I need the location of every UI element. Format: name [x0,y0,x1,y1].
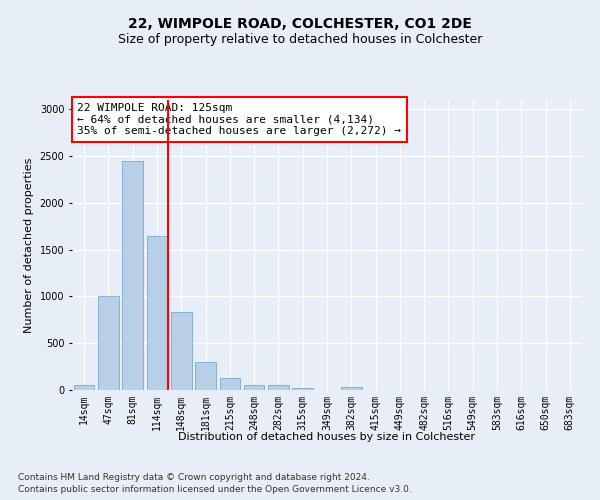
Bar [220,378,240,390]
Bar [341,387,362,390]
Bar [268,386,289,390]
Bar [146,236,167,390]
Text: Distribution of detached houses by size in Colchester: Distribution of detached houses by size … [179,432,476,442]
Bar [171,312,191,390]
Bar [292,388,313,390]
Bar [98,296,119,390]
Text: Contains public sector information licensed under the Open Government Licence v3: Contains public sector information licen… [18,485,412,494]
Y-axis label: Number of detached properties: Number of detached properties [24,158,34,332]
Text: 22, WIMPOLE ROAD, COLCHESTER, CO1 2DE: 22, WIMPOLE ROAD, COLCHESTER, CO1 2DE [128,18,472,32]
Bar [74,385,94,390]
Bar [244,385,265,390]
Bar [195,362,216,390]
Bar [122,161,143,390]
Text: 22 WIMPOLE ROAD: 125sqm
← 64% of detached houses are smaller (4,134)
35% of semi: 22 WIMPOLE ROAD: 125sqm ← 64% of detache… [77,103,401,136]
Text: Contains HM Land Registry data © Crown copyright and database right 2024.: Contains HM Land Registry data © Crown c… [18,472,370,482]
Text: Size of property relative to detached houses in Colchester: Size of property relative to detached ho… [118,32,482,46]
